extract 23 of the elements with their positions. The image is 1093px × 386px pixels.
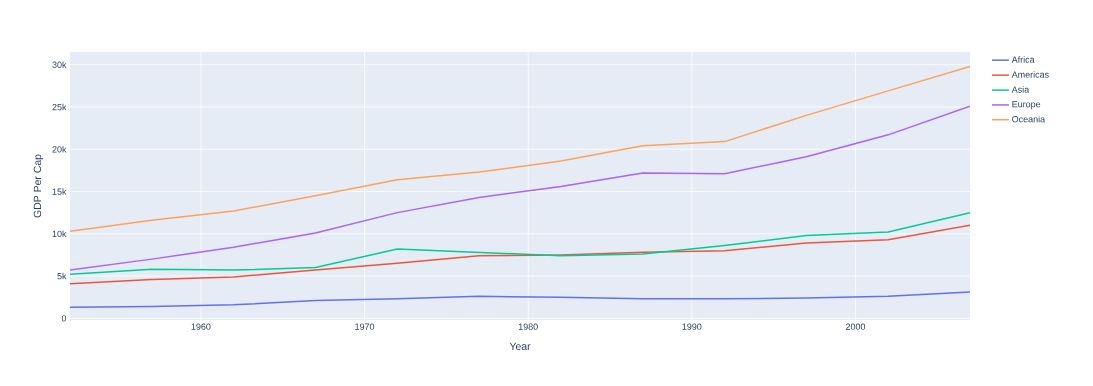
y-axis-title: GDP Per Cap bbox=[33, 154, 44, 218]
x-tick-label: 1990 bbox=[682, 323, 702, 330]
y-tick-label: 0 bbox=[61, 315, 67, 322]
y-tick-label: 20k bbox=[52, 145, 67, 153]
legend-label: Oceania bbox=[1012, 115, 1046, 123]
x-tick-label: 2000 bbox=[845, 323, 866, 330]
line-series bbox=[70, 224, 971, 285]
y-tick-label: 25k bbox=[52, 103, 67, 111]
x-axis-title: Year bbox=[509, 342, 531, 351]
x-tick-label: 1960 bbox=[191, 323, 211, 330]
y-tick-label: 30k bbox=[52, 61, 67, 68]
legend-label: Europe bbox=[1012, 101, 1041, 110]
y-tick-label: 15k bbox=[52, 188, 67, 195]
line-series bbox=[70, 105, 971, 271]
legend-label: Asia bbox=[1011, 86, 1030, 93]
y-tick-label: 10k bbox=[52, 230, 67, 238]
x-tick-label: 1970 bbox=[355, 323, 375, 330]
legend-label: Americas bbox=[1011, 71, 1049, 78]
legend-label: Africa bbox=[1011, 56, 1035, 63]
x-tick-label: 1980 bbox=[518, 323, 538, 330]
line-series bbox=[70, 65, 971, 232]
line-series bbox=[70, 291, 971, 309]
y-tick-label: 5k bbox=[57, 272, 67, 280]
